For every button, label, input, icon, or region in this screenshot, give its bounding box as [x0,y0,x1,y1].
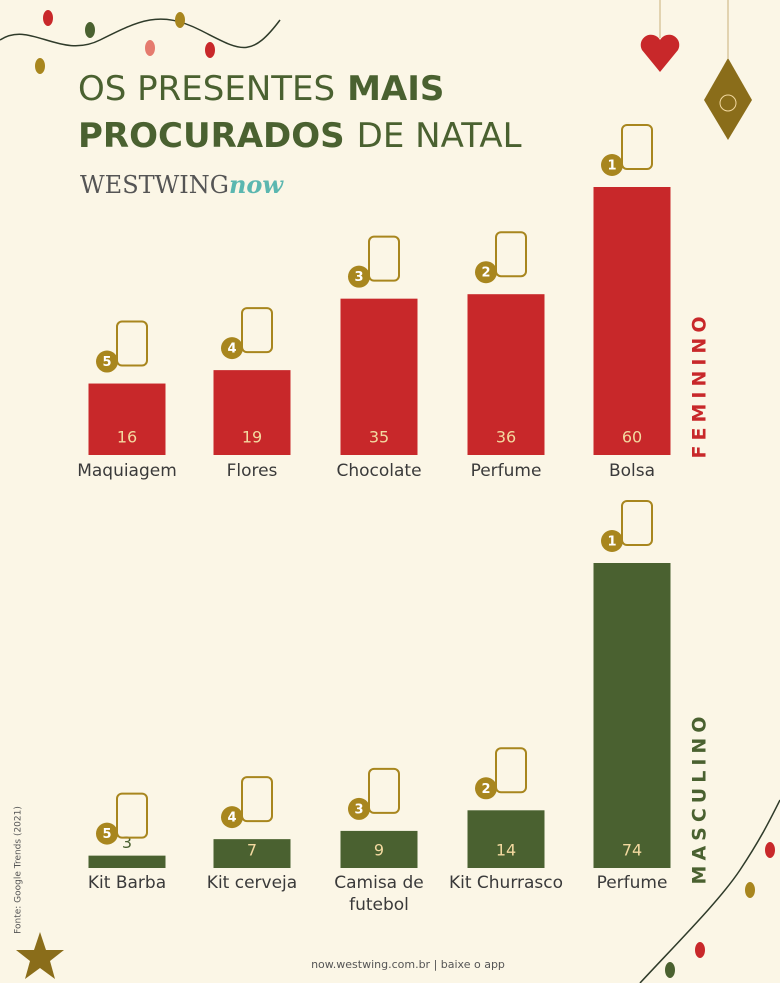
rank-badge [221,806,243,829]
series-label: FEMININO [689,312,711,459]
icon [495,747,527,794]
title-part: OS PRESENTES [78,69,335,109]
title-part: DE NATAL [357,116,522,156]
rank-number: 4 [227,811,236,826]
bar [340,830,418,868]
rank-number: 3 [354,270,363,285]
title-part: MAIS [347,69,444,109]
rank-number: 4 [227,342,236,357]
ornaments [16,0,752,979]
rank-badge [475,777,497,800]
bar [593,187,671,455]
value-label: 3 [122,833,132,852]
bar [340,298,418,455]
category-label: Perfume [470,461,542,481]
icon [116,792,148,839]
rank-number: 2 [481,266,490,281]
value-label: 19 [242,428,262,447]
rank-badge [96,822,118,845]
icon [368,767,400,814]
rank-number: 5 [102,355,111,370]
rank-badge [348,797,370,820]
rank-badge [475,261,497,284]
category-label: Kit Barba [87,873,167,893]
value-label: 7 [247,841,257,860]
rank-number: 5 [102,827,111,842]
bar [213,839,291,868]
category-label: Maquiagem [77,461,177,481]
icon [621,500,653,546]
rank-badge [601,530,623,552]
icon [241,307,273,354]
rank-number: 3 [354,802,363,817]
category-label: Camisa de futebol [334,873,424,915]
value-label: 9 [374,841,384,860]
category-label: Kit cerveja [206,873,298,893]
icon [241,776,273,823]
icon [116,320,148,367]
rank-badge [348,265,370,288]
category-label: Bolsa [608,461,656,481]
rank-badge [221,337,243,360]
rank-badge [96,350,118,373]
value-label: 35 [369,428,389,447]
category-label: Chocolate [336,461,422,481]
value-label: 60 [622,428,642,447]
title-line: PROCURADOS DE NATAL [78,116,522,156]
value-label: 36 [496,428,516,447]
bar [467,294,545,455]
lights [35,10,775,978]
title-part: PROCURADOS [78,116,345,156]
logo: WESTWINGnow [80,170,284,199]
icon [368,235,400,282]
icon [495,231,527,278]
category-label: Perfume [596,873,668,893]
decorations [0,18,780,983]
icon [621,124,653,170]
bar [593,563,671,868]
bar [467,810,545,868]
bar [88,855,166,868]
footer-url: now.westwing.com.br | baixe o app [311,958,505,971]
bar [213,370,291,455]
rank-number: 1 [607,159,616,174]
logo-accent: now [229,170,284,199]
category-label: Flores [226,461,278,481]
value-label: 16 [117,428,137,447]
source: Fonte: Google Trends (2021) [14,806,24,934]
value-label: 74 [622,841,642,860]
rank-badge [601,154,623,176]
series-label: MASCULINO [689,712,711,885]
value-label: 14 [496,841,516,860]
bar [88,383,166,455]
logo-main: WESTWING [80,171,229,199]
title-line: OS PRESENTES MAIS [78,69,444,109]
category-label: Kit Churrasco [448,873,564,893]
rank-number: 1 [607,535,616,550]
rank-number: 2 [481,782,490,797]
